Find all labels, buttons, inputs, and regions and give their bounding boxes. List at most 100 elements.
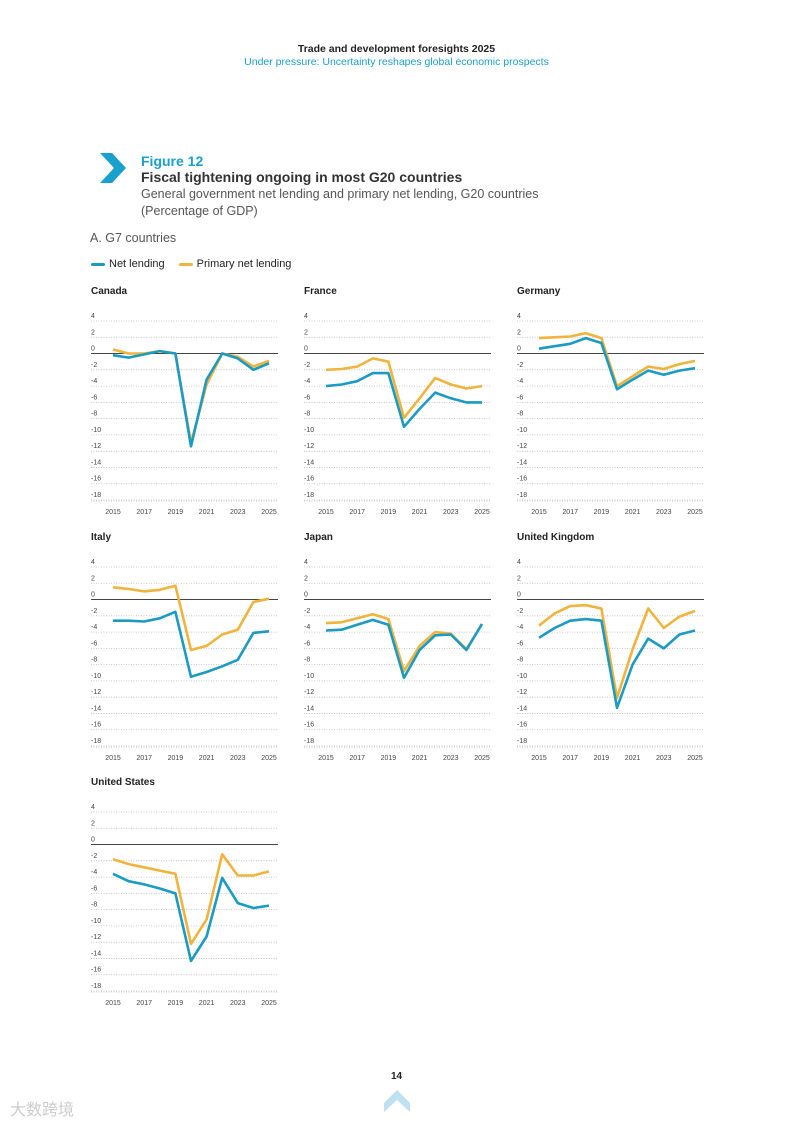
y-tick-label: -10 [304,427,314,434]
x-tick-label: 2025 [261,1000,277,1007]
series-primary-net-lending [325,357,483,420]
x-tick-label: 2019 [381,509,397,516]
y-tick-label: -14 [304,459,314,466]
y-tick-label: 4 [517,313,521,320]
figure-subtitle: General government net lending and prima… [141,187,539,201]
y-tick-label: 2 [91,329,95,336]
x-tick-label: 2023 [230,755,246,762]
chart-panel-united-states: United States 4 2 0 -2 -4 -6 -8 -10 -12 -14 -16 -18 2… [91,777,291,1012]
chart-svg: 4 2 0 -2 -4 -6 -8 -10 -12 -14 -16 -18 2015 2017 2019 20… [91,804,278,1007]
x-tick-label: 2015 [105,755,121,762]
chart-panel-united-kingdom: United Kingdom 4 2 0 -2 -4 -6 -8 -10 -12 -14 -16 -18… [517,532,717,767]
x-tick-label: 2019 [168,1000,184,1007]
y-tick-label: 4 [91,559,95,566]
x-tick-label: 2023 [443,509,459,516]
series-net-lending [325,371,482,429]
series-net-lending [538,336,696,391]
y-tick-label: -6 [304,394,310,401]
x-tick-label: 2017 [349,755,365,762]
y-tick-label: -4 [304,624,310,631]
chart-title: Germany [517,286,561,297]
y-tick-label: -16 [91,967,101,974]
y-tick-label: 2 [517,575,521,582]
y-tick-label: -12 [304,689,314,696]
y-tick-label: -18 [517,492,527,499]
y-tick-label: -10 [91,673,101,680]
chart-svg: 4 2 0 -2 -4 -6 -8 -10 -12 -14 -16 -18 2015 2017 2019 20… [91,313,278,516]
y-tick-label: -6 [91,394,97,401]
y-tick-label: 0 [304,592,308,599]
figure-title: Fiscal tightening ongoing in most G20 co… [141,169,463,185]
series-net-lending [538,617,696,710]
y-tick-label: 0 [517,592,521,599]
y-tick-label: -12 [517,689,527,696]
y-tick-label: -8 [517,657,523,664]
y-tick-label: -18 [304,738,314,745]
y-tick-label: 0 [517,346,521,353]
y-tick-label: 0 [304,346,308,353]
chart-svg: 4 2 0 -2 -4 -6 -8 -10 -12 -14 -16 -18 2015 2017 2019 20… [304,559,491,762]
x-tick-label: 2021 [412,509,428,516]
x-tick-label: 2021 [199,509,215,516]
y-tick-label: -8 [304,657,310,664]
series-net-lending [325,618,484,679]
chart-title: Japan [304,532,333,543]
y-tick-label: -6 [91,885,97,892]
chart-svg: 4 2 0 -2 -4 -6 -8 -10 -12 -14 -16 -18 2015 2017 2019 20… [91,559,278,762]
chart-title: Canada [91,286,128,297]
y-tick-label: 2 [304,329,308,336]
series-primary-net-lending [112,584,270,652]
x-tick-label: 2017 [349,509,365,516]
x-tick-label: 2023 [656,509,672,516]
series-primary-net-lending [538,603,696,700]
chart-panel-france: France 4 2 0 -2 -4 -6 -8 -10 -12 -14 -16 -18 2015 2017… [304,286,504,521]
x-tick-label: 2015 [531,509,547,516]
x-tick-label: 2025 [687,755,703,762]
y-tick-label: -12 [517,443,527,450]
y-tick-label: -10 [91,918,101,925]
y-tick-label: -4 [91,869,97,876]
x-tick-label: 2021 [199,755,215,762]
y-tick-label: -8 [304,411,310,418]
y-tick-label: -12 [304,443,314,450]
y-tick-label: 4 [304,559,308,566]
y-tick-label: -6 [91,640,97,647]
y-tick-label: 0 [91,592,95,599]
chart-svg: 4 2 0 -2 -4 -6 -8 -10 -12 -14 -16 -18 2015 2017 2019 20… [517,559,704,762]
legend-primary-swatch [178,262,193,266]
x-tick-label: 2017 [136,509,152,516]
y-tick-label: -2 [91,362,97,369]
legend-primary-label: Primary net lending [196,258,292,270]
y-tick-label: -6 [517,394,523,401]
series-net-lending [113,610,270,679]
y-tick-label: -14 [517,459,527,466]
y-tick-label: -14 [91,459,101,466]
y-tick-label: -16 [91,476,101,483]
series-primary-net-lending [538,331,696,388]
y-tick-label: -4 [91,378,97,385]
x-tick-label: 2025 [261,755,277,762]
chart-panel-germany: Germany 4 2 0 -2 -4 -6 -8 -10 -12 -14 -16 -18 2015 201… [517,286,717,521]
x-tick-label: 2023 [230,509,246,516]
y-tick-label: -2 [91,853,97,860]
y-tick-label: -8 [517,411,523,418]
chevron-up-icon[interactable] [384,1090,410,1112]
y-tick-label: 4 [304,313,308,320]
x-tick-label: 2025 [474,755,490,762]
x-tick-label: 2025 [261,509,277,516]
y-tick-label: 4 [517,559,521,566]
y-tick-label: 2 [91,575,95,582]
y-tick-label: -2 [304,608,310,615]
chart-title: United Kingdom [517,532,595,543]
y-tick-label: -16 [304,722,314,729]
y-tick-label: -18 [304,492,314,499]
x-tick-label: 2021 [625,509,641,516]
series-primary-net-lending [112,853,270,946]
y-tick-label: -4 [517,624,523,631]
x-tick-label: 2025 [687,509,703,516]
x-tick-label: 2017 [562,755,578,762]
x-tick-label: 2017 [562,509,578,516]
y-tick-label: 2 [517,329,521,336]
legend-net-label: Net lending [109,258,165,270]
x-tick-label: 2017 [136,755,152,762]
